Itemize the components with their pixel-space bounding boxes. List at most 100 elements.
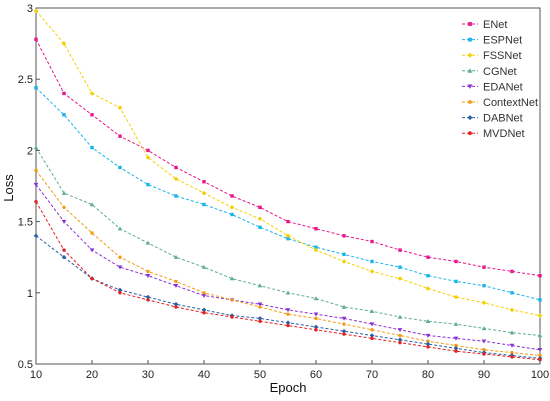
data-point-mvdnet bbox=[118, 291, 122, 295]
legend-item-dabnet: DABNet bbox=[462, 113, 523, 125]
data-point-fssnet bbox=[173, 176, 179, 182]
data-point-espnet bbox=[454, 279, 458, 284]
x-tick-label: 50 bbox=[254, 369, 266, 381]
legend-item-mvdnet: MVDNet bbox=[462, 128, 525, 140]
data-point-espnet bbox=[398, 265, 402, 269]
data-point-dabnet bbox=[61, 254, 67, 260]
legend-item-enet: ENet bbox=[462, 19, 507, 31]
data-point-contextnet bbox=[454, 343, 458, 348]
data-point-fssnet bbox=[509, 307, 515, 313]
data-point-edanet bbox=[397, 328, 403, 333]
y-tick-label: 1.5 bbox=[18, 217, 33, 229]
data-point-espnet bbox=[314, 245, 318, 249]
data-point-mvdnet bbox=[482, 352, 486, 356]
data-point-fssnet bbox=[313, 247, 319, 253]
data-point-enet bbox=[62, 91, 66, 96]
data-point-mvdnet bbox=[342, 332, 346, 336]
data-point-dabnet bbox=[173, 301, 179, 307]
data-point-contextnet bbox=[174, 279, 178, 284]
data-point-edanet bbox=[201, 293, 207, 298]
data-point-contextnet bbox=[34, 168, 38, 173]
data-point-fssnet bbox=[537, 313, 543, 318]
data-point-fssnet bbox=[481, 300, 487, 306]
data-point-mvdnet bbox=[314, 328, 318, 332]
data-point-mvdnet bbox=[286, 323, 290, 328]
legend-marker bbox=[468, 100, 472, 104]
data-point-cgnet bbox=[313, 296, 319, 301]
data-point-espnet bbox=[146, 182, 150, 187]
data-point-cgnet bbox=[369, 309, 375, 314]
legend-label: ContextNet bbox=[483, 97, 538, 109]
data-point-dabnet bbox=[369, 333, 375, 338]
data-point-edanet bbox=[509, 343, 515, 348]
data-point-contextnet bbox=[62, 205, 66, 210]
data-point-fssnet bbox=[117, 105, 123, 110]
data-point-contextnet bbox=[90, 231, 94, 235]
data-point-edanet bbox=[33, 182, 39, 187]
y-tick-label: 0.5 bbox=[18, 359, 33, 371]
legend-label: CGNet bbox=[483, 66, 517, 78]
data-point-enet bbox=[286, 219, 290, 224]
legend-label: DABNet bbox=[483, 113, 523, 125]
data-point-fssnet bbox=[425, 286, 431, 291]
data-point-fssnet bbox=[285, 233, 291, 239]
data-point-mvdnet bbox=[426, 345, 430, 349]
data-point-edanet bbox=[481, 339, 487, 344]
data-point-dabnet bbox=[453, 346, 459, 351]
x-tick-label: 20 bbox=[86, 369, 98, 381]
legend-label: MVDNet bbox=[483, 128, 525, 140]
data-point-enet bbox=[230, 194, 234, 198]
data-point-cgnet bbox=[425, 318, 431, 323]
data-point-espnet bbox=[118, 165, 122, 170]
legend-marker bbox=[467, 52, 473, 58]
data-point-cgnet bbox=[117, 226, 123, 231]
series-espnet bbox=[34, 86, 542, 302]
x-tick-label: 70 bbox=[366, 369, 378, 381]
data-point-cgnet bbox=[173, 254, 179, 259]
x-axis-title: Epoch bbox=[270, 380, 307, 395]
data-point-contextnet bbox=[398, 333, 402, 338]
data-point-cgnet bbox=[145, 240, 151, 245]
data-point-dabnet bbox=[145, 294, 151, 300]
series-contextnet bbox=[34, 168, 542, 358]
y-axis-title: Loss bbox=[1, 174, 16, 202]
data-point-cgnet bbox=[397, 314, 403, 319]
data-point-cgnet bbox=[509, 330, 515, 335]
data-point-cgnet bbox=[201, 264, 207, 269]
data-point-mvdnet bbox=[258, 319, 262, 323]
data-point-contextnet bbox=[230, 298, 234, 302]
data-point-espnet bbox=[230, 212, 234, 217]
data-point-espnet bbox=[62, 113, 66, 117]
data-point-fssnet bbox=[341, 259, 347, 264]
data-point-edanet bbox=[145, 274, 151, 279]
data-point-dabnet bbox=[117, 287, 123, 293]
data-point-enet bbox=[454, 259, 458, 264]
data-point-cgnet bbox=[257, 283, 263, 288]
data-point-enet bbox=[258, 205, 262, 210]
data-point-mvdnet bbox=[146, 298, 150, 302]
x-tick-label: 40 bbox=[198, 369, 210, 381]
data-point-contextnet bbox=[538, 353, 542, 358]
data-point-mvdnet bbox=[230, 315, 234, 319]
data-point-edanet bbox=[369, 322, 375, 327]
data-point-fssnet bbox=[453, 294, 459, 300]
data-point-enet bbox=[34, 37, 38, 42]
data-point-contextnet bbox=[286, 312, 290, 316]
x-tick-label: 60 bbox=[310, 369, 322, 381]
data-point-espnet bbox=[286, 236, 290, 241]
data-point-enet bbox=[510, 269, 514, 274]
data-point-dabnet bbox=[201, 307, 207, 313]
data-point-fssnet bbox=[397, 276, 403, 281]
legend-item-edanet: EDANet bbox=[462, 81, 523, 93]
data-point-espnet bbox=[342, 252, 346, 257]
data-point-fssnet bbox=[89, 91, 95, 96]
data-point-fssnet bbox=[257, 216, 263, 222]
data-point-cgnet bbox=[89, 202, 95, 207]
data-point-edanet bbox=[61, 219, 67, 224]
data-point-contextnet bbox=[482, 348, 486, 352]
data-point-espnet bbox=[202, 202, 206, 207]
y-tick-label: 2 bbox=[27, 145, 33, 157]
legend-item-cgnet: CGNet bbox=[462, 66, 517, 78]
data-point-mvdnet bbox=[90, 276, 94, 281]
data-point-mvdnet bbox=[202, 311, 206, 315]
